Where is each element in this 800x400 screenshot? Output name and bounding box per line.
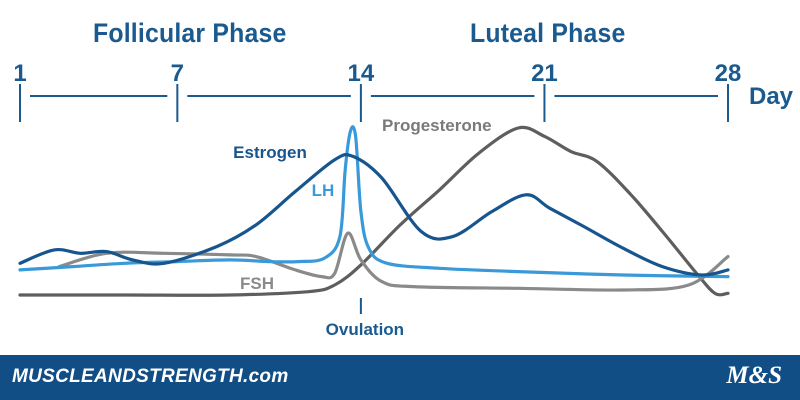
tick-label-14: 14 — [348, 60, 375, 87]
axis-label-day: Day — [749, 83, 794, 110]
tick-label-1: 1 — [13, 60, 26, 87]
tick-label-7: 7 — [171, 60, 184, 87]
hormone-cycle-chart: 1 7 14 21 28 Day Estrogen LH FSH Progesterone Ovu… — [13, 60, 794, 339]
series-line-lh — [18, 125, 730, 279]
ovulation-label: Ovulation — [326, 320, 404, 339]
day-axis: 1 7 14 21 28 Day — [13, 60, 794, 122]
follicular-phase-title: Follicular Phase — [93, 18, 287, 48]
series-labels: Estrogen LH FSH Progesterone Ovulation — [233, 116, 491, 339]
site-name[interactable]: MUSCLEANDSTRENGTH.com — [12, 366, 289, 387]
tick-label-28: 28 — [715, 60, 742, 87]
series-line-progesterone — [18, 125, 730, 297]
brand-logo: M&S — [726, 362, 782, 389]
series-label-lh: LH — [312, 181, 335, 200]
series-label-fsh: FSH — [240, 274, 274, 293]
hormone-series — [18, 125, 730, 314]
series-line-estrogen — [18, 152, 730, 277]
footer-bar: MUSCLEANDSTRENGTH.com M&S — [0, 355, 800, 400]
series-label-estrogen: Estrogen — [233, 143, 307, 162]
series-line-fsh — [57, 231, 730, 292]
luteal-phase-title: Luteal Phase — [470, 18, 626, 48]
series-label-progesterone: Progesterone — [382, 116, 492, 135]
tick-label-21: 21 — [531, 60, 558, 87]
